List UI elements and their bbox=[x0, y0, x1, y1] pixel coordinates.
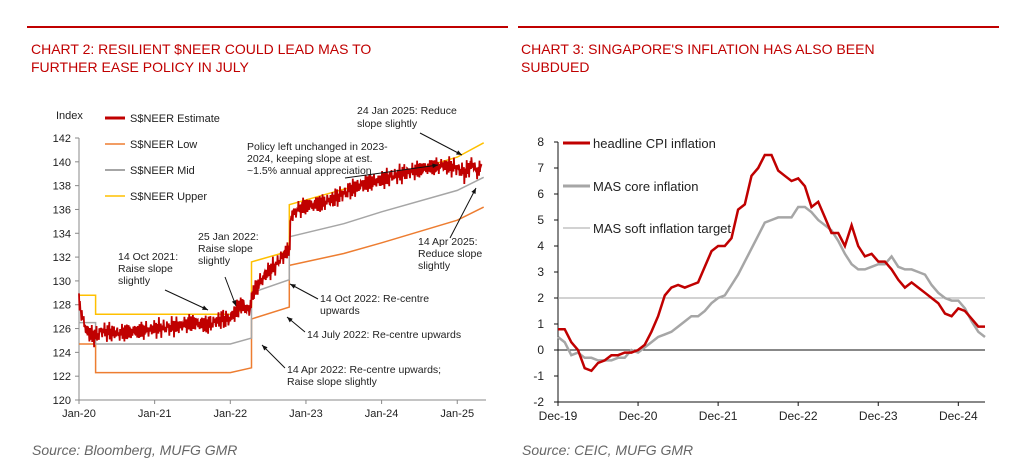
chart2-annotation-1-line: slope slightly bbox=[357, 118, 418, 130]
chart2-annotation-2-line: Policy left unchanged in 2023- bbox=[247, 141, 388, 153]
chart3-x-tick-label: Dec-21 bbox=[699, 409, 738, 423]
chart2-y-tick-label: 140 bbox=[53, 157, 71, 169]
chart2-annotation-4-line: 14 Oct 2021: bbox=[118, 251, 178, 263]
chart3-legend-label: MAS soft inflation target bbox=[593, 221, 731, 236]
chart2-annotation-arrow bbox=[164, 289, 209, 311]
chart2-annotation-3: 25 Jan 2022: Raise slope slightly bbox=[198, 231, 259, 267]
chart3-y-tick-label: 7 bbox=[537, 161, 544, 175]
chart2-y-tick-label: 126 bbox=[53, 324, 71, 336]
chart3-title: CHART 3: SINGAPORE'S INFLATION HAS ALSO … bbox=[521, 40, 875, 76]
right-top-rule bbox=[518, 26, 999, 28]
chart2-y-axis-label: Index bbox=[56, 110, 83, 122]
chart2-annotation-6-line: 14 Oct 2022: Re-centre bbox=[320, 293, 429, 305]
chart2-annotation-4-line: Raise slope bbox=[118, 263, 173, 275]
chart3-y-tick-label: 3 bbox=[537, 265, 544, 279]
chart2-x-tick-label: Jan-23 bbox=[289, 408, 323, 420]
chart3-legend-label: MAS core inflation bbox=[593, 179, 699, 194]
chart2-annotation-2-line: ~1.5% annual appreciation bbox=[247, 165, 372, 177]
chart3-x-tick-label: Dec-23 bbox=[859, 409, 898, 423]
chart3-source: Source: CEIC, MUFG GMR bbox=[522, 442, 694, 458]
series-estimate-line bbox=[78, 156, 483, 348]
chart3-legend-label: headline CPI inflation bbox=[593, 136, 716, 151]
series-headline-line bbox=[558, 153, 985, 373]
chart2-annotation-3-line: Raise slope bbox=[198, 243, 253, 255]
chart2-annotation-arrow bbox=[449, 187, 477, 239]
chart2-x-tick-label: Jan-24 bbox=[365, 408, 399, 420]
chart2-legend-label: S$NEER Estimate bbox=[130, 113, 220, 125]
chart2-title-line1: CHART 2: RESILIENT $NEER COULD LEAD MAS … bbox=[31, 41, 372, 57]
chart2-x-tick-label: Jan-25 bbox=[440, 408, 474, 420]
chart2-annotation-arrow bbox=[344, 164, 439, 179]
chart2-annotation-arrowhead bbox=[287, 317, 293, 323]
chart2-annotation-8-line: Raise slope slightly bbox=[287, 376, 378, 388]
chart3-y-tick-label: 5 bbox=[537, 213, 544, 227]
chart2-annotation-5: 14 Apr 2025: Reduce slope slightly bbox=[418, 236, 482, 272]
chart2-annotation-6-line: upwards bbox=[320, 305, 360, 317]
chart2-y-tick-label: 128 bbox=[53, 300, 71, 312]
chart3-y-tick-label: -1 bbox=[533, 369, 544, 383]
chart2-y-tick-label: 130 bbox=[53, 276, 71, 288]
chart2-title: CHART 2: RESILIENT $NEER COULD LEAD MAS … bbox=[31, 40, 371, 76]
chart2-annotation-4-line: slightly bbox=[118, 275, 151, 287]
chart2-y-tick-label: 136 bbox=[53, 204, 71, 216]
chart2-annotation-arrowhead bbox=[202, 305, 208, 310]
chart3-y-tick-label: 8 bbox=[537, 135, 544, 149]
chart2-y-tick-label: 124 bbox=[53, 347, 71, 359]
chart3-y-tick-label: -2 bbox=[533, 395, 544, 409]
chart2-x-tick-label: Jan-20 bbox=[62, 408, 96, 420]
chart2-annotation-5-line: 14 Apr 2025: bbox=[418, 236, 478, 248]
chart2-y-tick-label: 122 bbox=[53, 371, 71, 383]
chart2-annotation-1: 24 Jan 2025: Reduce slope slightly bbox=[357, 105, 457, 130]
chart2-x-tick-label: Jan-21 bbox=[138, 408, 172, 420]
chart3-y-tick-label: 6 bbox=[537, 187, 544, 201]
chart2-y-tick-label: 120 bbox=[53, 395, 71, 407]
chart2-annotation-3-line: slightly bbox=[198, 255, 231, 267]
chart2-annotation-arrowhead bbox=[432, 163, 438, 169]
chart3-title-line2: SUBDUED bbox=[521, 59, 590, 75]
chart2-annotation-5-line: Reduce slope bbox=[418, 248, 482, 260]
left-top-rule bbox=[27, 26, 508, 28]
chart2-annotation-1-line: 24 Jan 2025: Reduce bbox=[357, 105, 457, 117]
chart2-source: Source: Bloomberg, MUFG GMR bbox=[32, 442, 238, 458]
chart3-x-tick-label: Dec-19 bbox=[539, 409, 578, 423]
chart3-y-tick-label: 1 bbox=[537, 317, 544, 331]
chart2-annotation-7-line: 14 July 2022: Re-centre upwards bbox=[307, 329, 461, 341]
chart2-annotation-arrowhead bbox=[231, 300, 237, 306]
chart2-annotation-2-line: 2024, keeping slope at est. bbox=[247, 153, 373, 165]
chart2-legend-label: S$NEER Low bbox=[130, 139, 197, 151]
chart3-x-tick-label: Dec-22 bbox=[779, 409, 818, 423]
chart2-annotation-8-line: 14 Apr 2022: Re-centre upwards; bbox=[287, 364, 441, 376]
chart2-y-tick-label: 142 bbox=[53, 133, 71, 145]
chart2-y-tick-label: 134 bbox=[53, 228, 71, 240]
chart3-title-line1: CHART 3: SINGAPORE'S INFLATION HAS ALSO … bbox=[521, 41, 875, 57]
chart2-legend-label: S$NEER Upper bbox=[130, 191, 207, 203]
chart2-annotation-2: Policy left unchanged in 2023-2024, keep… bbox=[247, 141, 388, 177]
chart3-x-tick-label: Dec-20 bbox=[619, 409, 658, 423]
series-low-line bbox=[79, 206, 485, 374]
chart2-annotation-arrowhead bbox=[471, 188, 476, 194]
chart2-legend-label: S$NEER Mid bbox=[130, 165, 195, 177]
chart2-annotation-5-line: slightly bbox=[418, 260, 451, 272]
chart2-annotation-arrow bbox=[419, 132, 463, 156]
chart3-y-tick-label: 2 bbox=[537, 291, 544, 305]
chart3-y-tick-label: 0 bbox=[537, 343, 544, 357]
chart2-x-tick-label: Jan-22 bbox=[213, 408, 247, 420]
chart2-y-tick-label: 132 bbox=[53, 252, 71, 264]
chart2-annotation-arrowhead bbox=[262, 345, 268, 351]
chart2-annotation-8: 14 Apr 2022: Re-centre upwards; Raise slo… bbox=[287, 364, 441, 388]
chart2-annotation-4: 14 Oct 2021: Raise slope slightly bbox=[118, 251, 178, 287]
chart2-annotation-arrowhead bbox=[290, 284, 296, 289]
chart2-title-line2: FURTHER EASE POLICY IN JULY bbox=[31, 59, 249, 75]
chart2-annotation-3-line: 25 Jan 2022: bbox=[198, 231, 259, 243]
chart3-x-tick-label: Dec-24 bbox=[939, 409, 978, 423]
chart2-y-tick-label: 138 bbox=[53, 181, 71, 193]
chart2-annotation-arrowhead bbox=[456, 150, 462, 155]
chart2-annotation-7: 14 July 2022: Re-centre upwards bbox=[307, 329, 461, 341]
chart3-y-tick-label: 4 bbox=[537, 239, 544, 253]
chart2-annotation-6: 14 Oct 2022: Re-centre upwards bbox=[320, 293, 429, 317]
